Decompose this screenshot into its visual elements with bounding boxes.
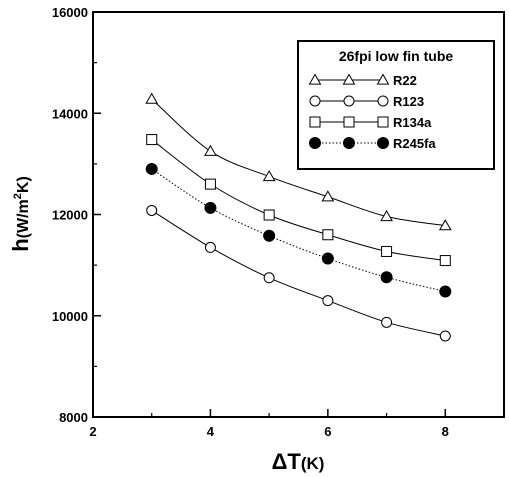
y-axis-title: h(W/m2K) (8, 176, 33, 252)
data-point-r134a (381, 245, 393, 257)
y-tick-label: 12000 (52, 208, 88, 223)
y-axis-title-main: h (8, 238, 33, 251)
data-point-r245fa (263, 229, 276, 242)
data-point-r245fa (321, 252, 334, 265)
legend-item-r123: R123 (309, 94, 424, 109)
legend-item-r245fa: R245fa (309, 136, 436, 151)
data-point-r123 (439, 330, 451, 342)
x-tick-label: 8 (442, 424, 449, 439)
data-point-r134a (322, 229, 334, 241)
data-point-r134a (439, 255, 451, 267)
legend-marker (342, 73, 356, 85)
legend-marker (377, 95, 389, 107)
data-point-r134a (204, 178, 216, 190)
data-point-r245fa (439, 285, 452, 298)
series-r245fa (145, 162, 452, 298)
series-layer (145, 92, 452, 342)
data-point-r22 (321, 190, 335, 202)
series-r22 (145, 92, 452, 231)
y-tick-label: 16000 (52, 5, 88, 20)
legend-title: 26fpi low fin tube (339, 48, 454, 64)
x-axis-title-unit: (K) (301, 454, 325, 473)
data-point-r123 (381, 316, 393, 328)
y-axis-title-unit-suffix: K) (15, 176, 32, 193)
axis-ticks: 2 4 6 8 8000 10000 12000 14000 16000 (52, 5, 449, 439)
x-tick-label: 4 (207, 424, 215, 439)
legend-marker (377, 137, 389, 149)
data-point-r22 (262, 170, 276, 182)
legend-item-r22: R22 (308, 73, 417, 88)
legend-marker (309, 116, 321, 128)
data-point-r123 (322, 295, 334, 307)
series-r134a (146, 134, 451, 267)
legend-marker (309, 95, 321, 107)
y-axis-title-unit-sup: 2 (12, 193, 24, 199)
data-point-r123 (263, 272, 275, 284)
legend-item-r134a: R134a (309, 115, 432, 130)
legend-marker (376, 73, 390, 85)
legend-marker (377, 116, 389, 128)
legend-box (297, 40, 495, 170)
legend: 26fpi low fin tube R22 R123 R134a R245fa (297, 40, 495, 170)
legend-label: R123 (393, 94, 424, 109)
legend-label: R22 (393, 73, 417, 88)
y-axis-title-unit-prefix: (W/m (15, 199, 32, 238)
legend-marker (343, 137, 355, 149)
data-point-r22 (145, 92, 159, 104)
legend-marker (308, 73, 322, 85)
legend-label: R134a (393, 115, 432, 130)
data-point-r245fa (204, 201, 217, 214)
x-axis-title-main: ΔT (272, 449, 302, 474)
data-point-r123 (204, 241, 216, 253)
legend-marker (309, 137, 321, 149)
legend-items: R22 R123 R134a R245fa (308, 73, 436, 151)
data-point-r22 (204, 144, 217, 156)
data-point-r22 (380, 210, 393, 222)
series-line-r123 (151, 210, 446, 337)
data-point-r134a (263, 209, 275, 221)
data-point-r245fa (380, 271, 393, 284)
x-tick-label: 6 (324, 424, 331, 439)
legend-label: R245fa (393, 136, 436, 151)
data-point-r22 (438, 219, 452, 231)
legend-marker (343, 95, 355, 107)
y-tick-label: 10000 (52, 309, 88, 324)
x-axis-title: ΔT(K) (272, 449, 325, 474)
y-tick-label: 14000 (52, 106, 88, 121)
series-r123 (146, 204, 451, 342)
data-point-r123 (146, 204, 158, 216)
legend-marker (343, 116, 355, 128)
data-point-r134a (146, 134, 158, 146)
y-tick-label: 8000 (59, 410, 88, 425)
data-point-r245fa (145, 162, 158, 175)
x-tick-label: 2 (89, 424, 96, 439)
